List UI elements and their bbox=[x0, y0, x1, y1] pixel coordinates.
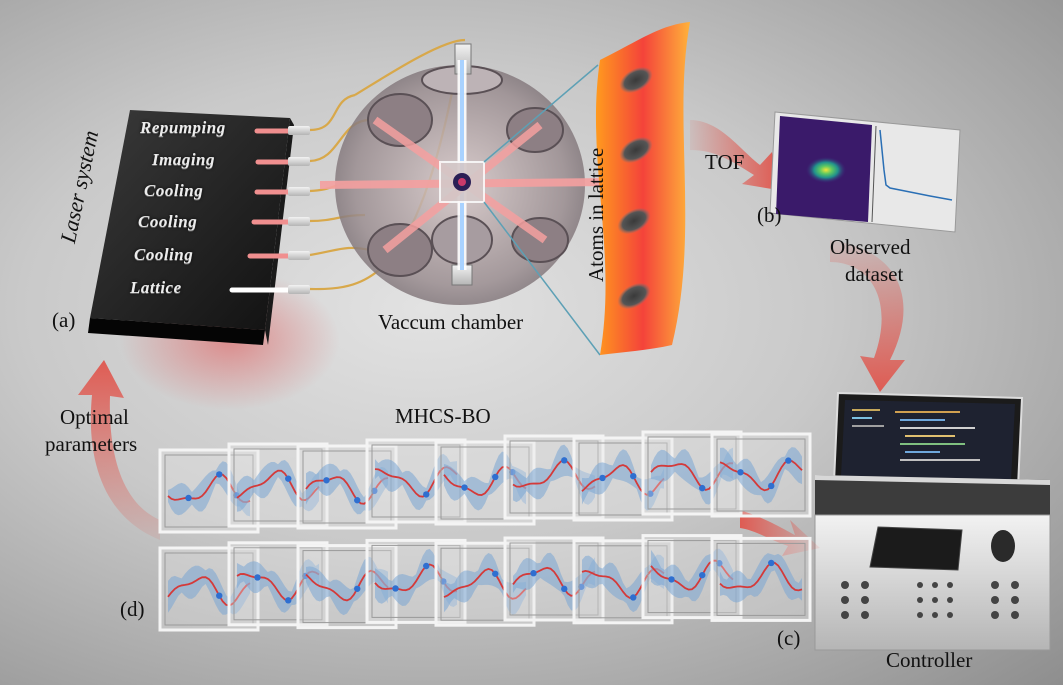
observed-label-line2: dataset bbox=[845, 262, 904, 286]
atoms-in-lattice-label: Atoms in lattice bbox=[584, 147, 608, 282]
beam-label-repumping: Repumping bbox=[140, 118, 226, 137]
controller-computer bbox=[814, 391, 1051, 651]
gp-frame bbox=[641, 534, 743, 620]
beam-label-cooling-1: Cooling bbox=[144, 181, 204, 200]
vacuum-chamber bbox=[319, 43, 611, 305]
gp-frame bbox=[365, 538, 467, 624]
controller-label: Controller bbox=[886, 648, 973, 672]
gp-frame bbox=[710, 536, 812, 622]
beam-label-cooling-2: Cooling bbox=[138, 212, 198, 231]
beam-label-cooling-3: Cooling bbox=[134, 245, 194, 264]
tof-label: TOF bbox=[705, 150, 745, 174]
optimal-label-line2: parameters bbox=[45, 432, 138, 456]
panel-label-b: (b) bbox=[757, 203, 782, 227]
optimal-label-line1: Optimal bbox=[60, 405, 129, 429]
projection-line-bottom bbox=[483, 201, 601, 356]
panel-label-a: (a) bbox=[52, 308, 76, 332]
atom-lattice-sheet bbox=[595, 22, 690, 355]
panel-label-c: (c) bbox=[777, 626, 801, 650]
beam-label-imaging: Imaging bbox=[152, 150, 216, 169]
laser-beams bbox=[229, 126, 310, 294]
bo-to-laser-arrow bbox=[78, 360, 160, 540]
beam-label-lattice: Lattice bbox=[130, 278, 182, 297]
vacuum-chamber-label: Vaccum chamber bbox=[378, 310, 524, 334]
tof-arrow bbox=[690, 120, 778, 190]
mhcs-bo-frames bbox=[158, 430, 812, 632]
projection-line-top bbox=[483, 64, 599, 163]
dataset-to-controller-arrow bbox=[830, 240, 905, 392]
observed-dataset-plot bbox=[769, 111, 961, 233]
observed-label-line1: Observed bbox=[830, 235, 911, 259]
controller-to-bo-arrow bbox=[740, 510, 820, 556]
gp-frame bbox=[710, 432, 812, 518]
panel-label-d: (d) bbox=[120, 597, 145, 621]
mhcs-bo-label: MHCS-BO bbox=[395, 404, 491, 428]
